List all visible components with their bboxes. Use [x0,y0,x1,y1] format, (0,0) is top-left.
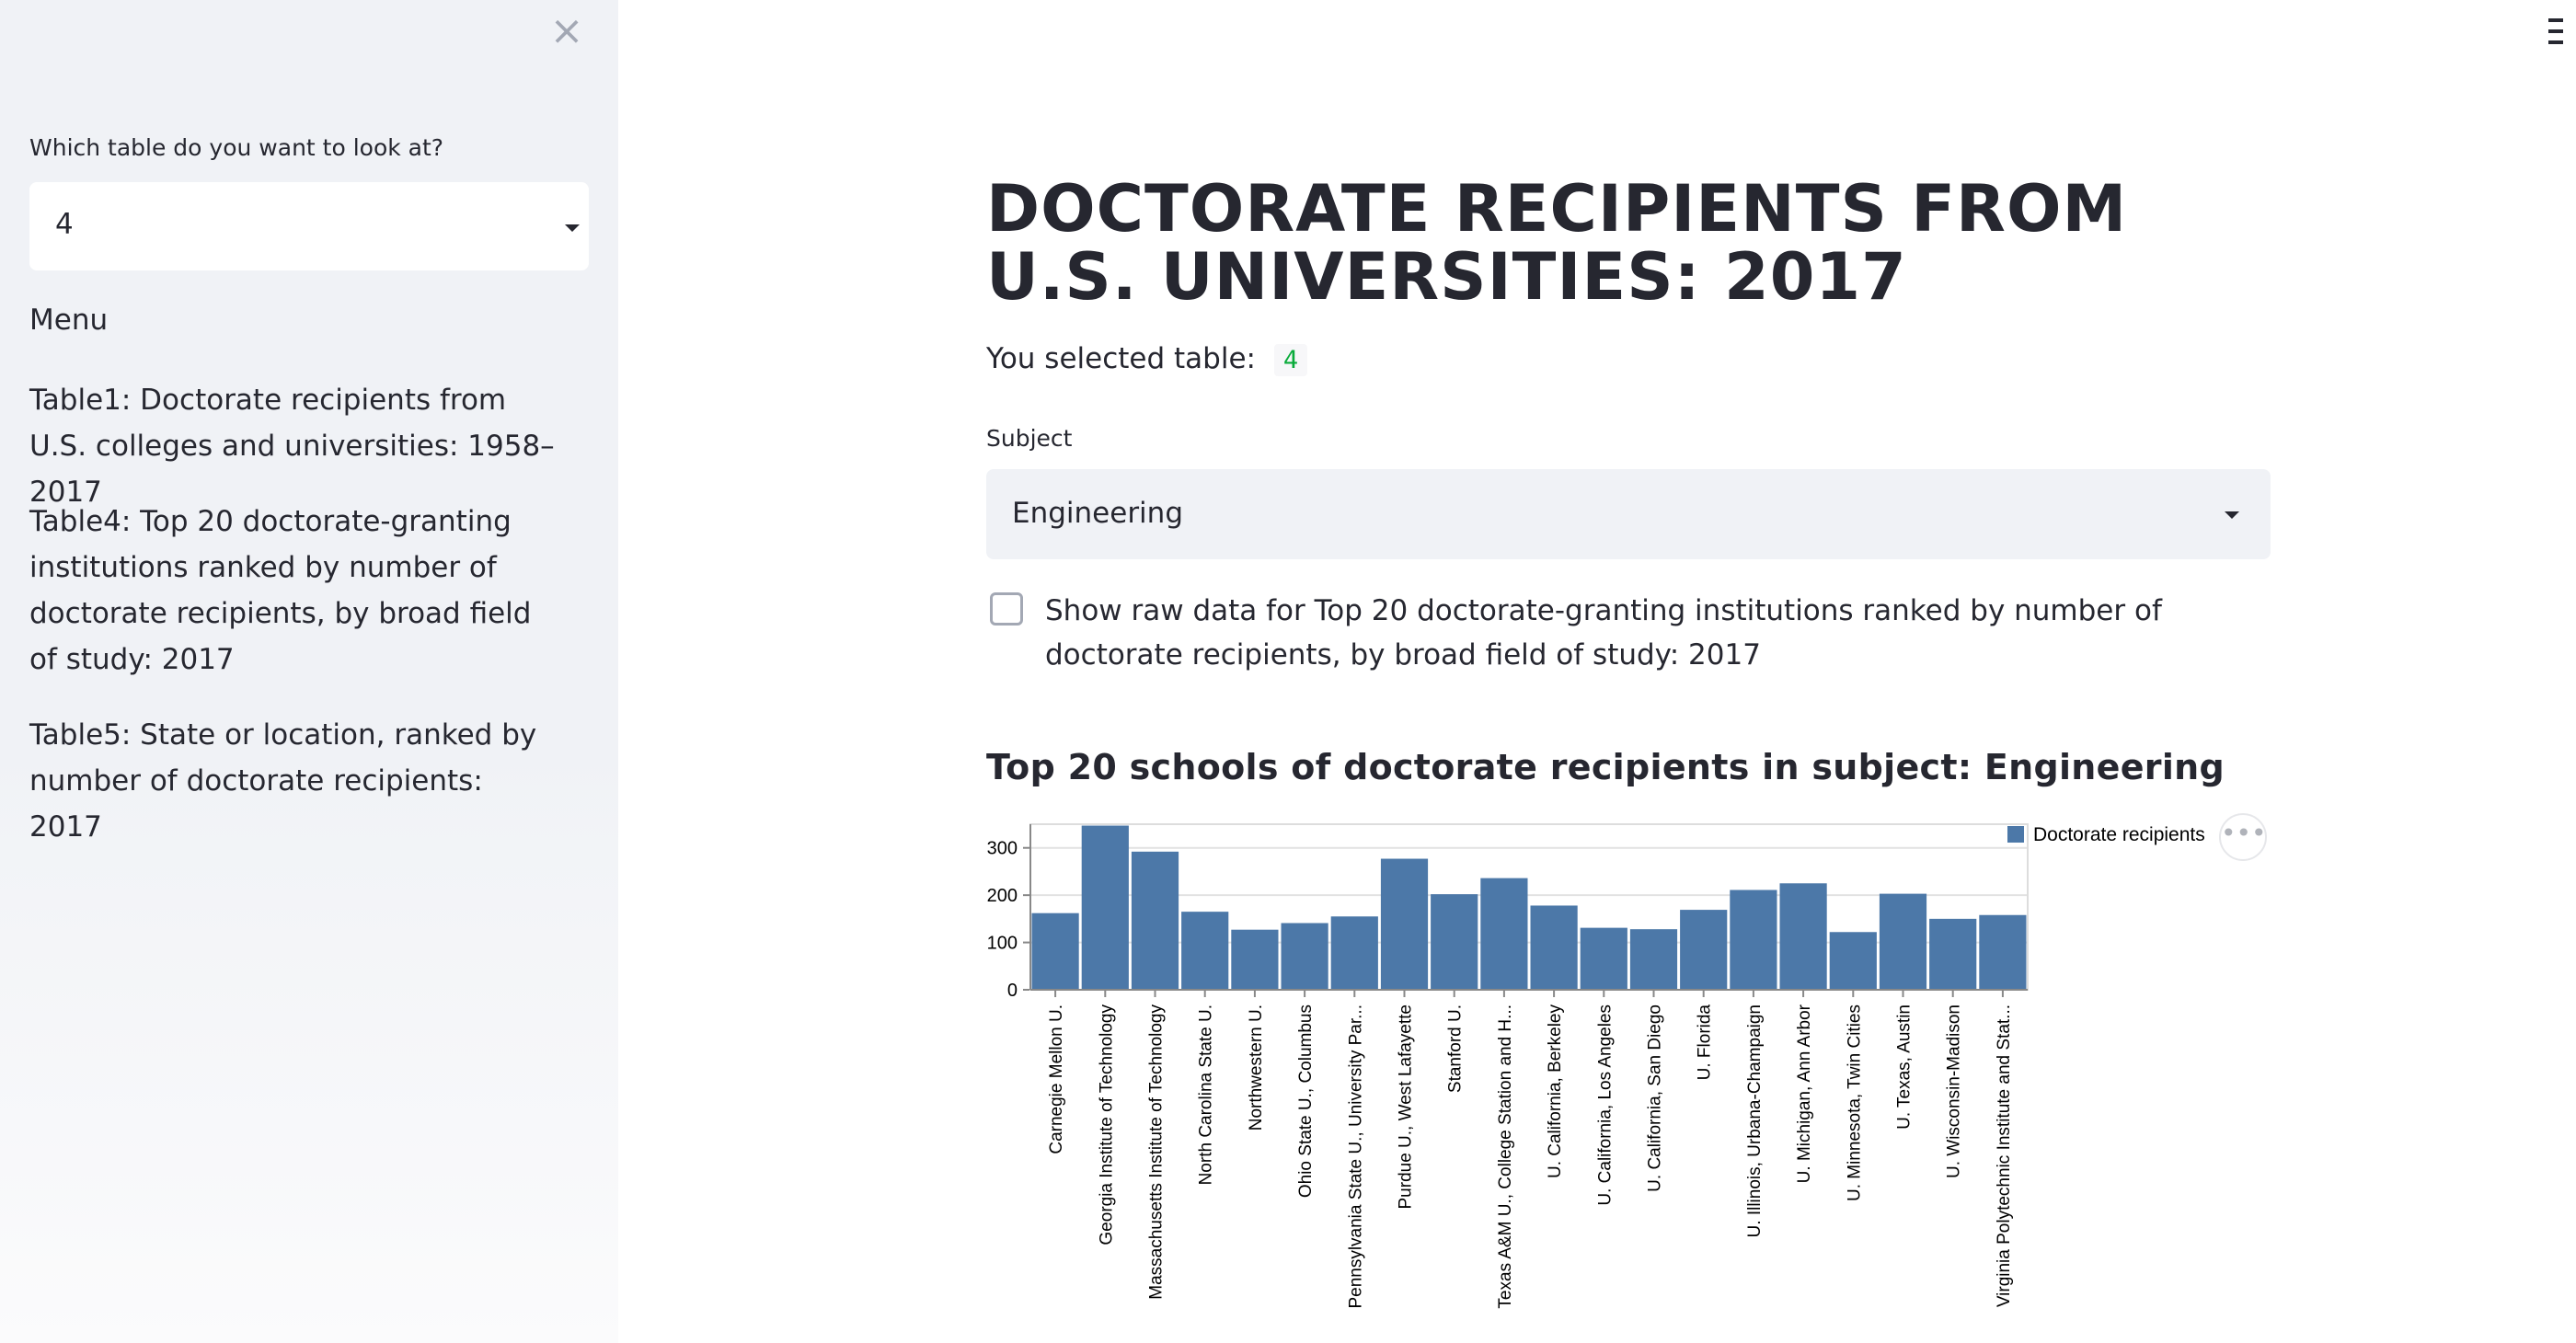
selected-table-prefix: You selected table: [986,342,1256,375]
bar-20 [1979,914,2027,990]
x-tick-label: Pennsylvania State U., University Par... [1346,1004,1365,1309]
x-tick-label: U. Minnesota, Twin Cities [1845,1004,1864,1201]
x-tick-label: Purdue U., West Lafayette [1397,1004,1416,1210]
legend-label: Doctorate recipients [2033,824,2205,845]
x-tick-label: U. California, Los Angeles [1595,1004,1615,1206]
subject-select-value: Engineering [1012,497,1183,530]
bar-10 [1480,878,1528,990]
hamburger-menu-icon[interactable] [2548,18,2563,52]
y-tick-label: 200 [987,886,1018,906]
menu-item-table4[interactable]: Table4: Top 20 doctorate-granting instit… [29,505,532,676]
bar-9 [1431,894,1478,990]
bar-2 [1081,825,1129,990]
menu-title: Menu [29,304,109,337]
close-icon[interactable]: × [549,7,584,54]
x-tick-label: U. Michigan, Ann Arbor [1795,1004,1814,1183]
selected-table-line: You selected table: 4 [986,342,1308,376]
x-tick-label: Virginia Polytechnic Institute and Stat.… [1995,1004,2014,1307]
subject-label: Subject [986,425,1073,452]
sidebar: × Which table do you want to look at? 4 … [0,0,618,1343]
bar-5 [1231,929,1279,990]
table-select-label: Which table do you want to look at? [29,134,444,161]
bar-11 [1530,905,1578,990]
bar-18 [1879,893,1927,990]
x-tick-label: Ohio State U., Columbus [1296,1004,1316,1198]
bar-8 [1380,858,1429,990]
x-tick-label: North Carolina State U. [1197,1004,1216,1185]
x-tick-label: U. California, Berkeley [1546,1004,1565,1179]
x-tick-label: U. California, San Diego [1646,1004,1665,1192]
x-tick-label: Georgia Institute of Technology [1097,1004,1116,1245]
selected-table-value: 4 [1273,344,1308,376]
more-options-icon[interactable]: ••• [2219,813,2267,861]
x-tick-label: U. Illinois, Urbana-Champaign [1745,1004,1765,1237]
legend-swatch [2007,826,2024,843]
y-tick-label: 300 [987,839,1018,859]
page-title: DOCTORATE RECIPIENTS FROM U.S. UNIVERSIT… [986,171,2128,315]
subject-select[interactable]: Engineering [986,469,2271,559]
bar-17 [1829,932,1877,990]
x-tick-label: Texas A&M U., College Station and H... [1496,1004,1515,1309]
x-tick-label: U. Wisconsin-Madison [1945,1004,1964,1178]
x-tick-label: Massachusetts Institute of Technology [1147,1004,1167,1300]
chart-title: Top 20 schools of doctorate recipients i… [986,747,2225,787]
bar-12 [1580,927,1627,990]
x-tick-label: Carnegie Mellon U. [1047,1004,1066,1154]
bar-7 [1330,916,1378,990]
chevron-down-icon [565,224,580,232]
chevron-down-icon [2225,511,2239,519]
x-tick-label: Northwestern U. [1247,1004,1266,1131]
x-tick-label: U. Florida [1696,1004,1715,1081]
bar-16 [1779,883,1827,990]
bar-chart: 0 100 200 300 Carnegie Mellon U. Georgia Inst… [987,823,2205,1309]
bar-4 [1181,912,1229,990]
bar-14 [1680,910,1728,990]
bar-15 [1730,890,1777,990]
x-tick-label: U. Texas, Austin [1895,1004,1915,1130]
menu-item-table5[interactable]: Table5: State or location, ranked by num… [29,718,537,844]
bar-1 [1031,913,1079,990]
menu-item-table1[interactable]: Table1: Doctorate recipients from U.S. c… [29,384,555,509]
bar-6 [1281,923,1328,990]
table-select-value: 4 [55,208,74,241]
y-tick-label: 100 [987,934,1018,954]
bar-13 [1629,929,1678,990]
y-tick-label: 0 [1007,981,1018,1001]
plot-frame [1029,823,2029,991]
bar-3 [1131,851,1179,990]
bar-19 [1929,918,1977,990]
show-raw-data-checkbox[interactable] [990,592,1023,626]
show-raw-data-label[interactable]: Show raw data for Top 20 doctorate-grant… [1045,594,2162,672]
x-tick-label: Stanford U. [1446,1004,1466,1093]
table-select[interactable]: 4 [29,182,589,270]
